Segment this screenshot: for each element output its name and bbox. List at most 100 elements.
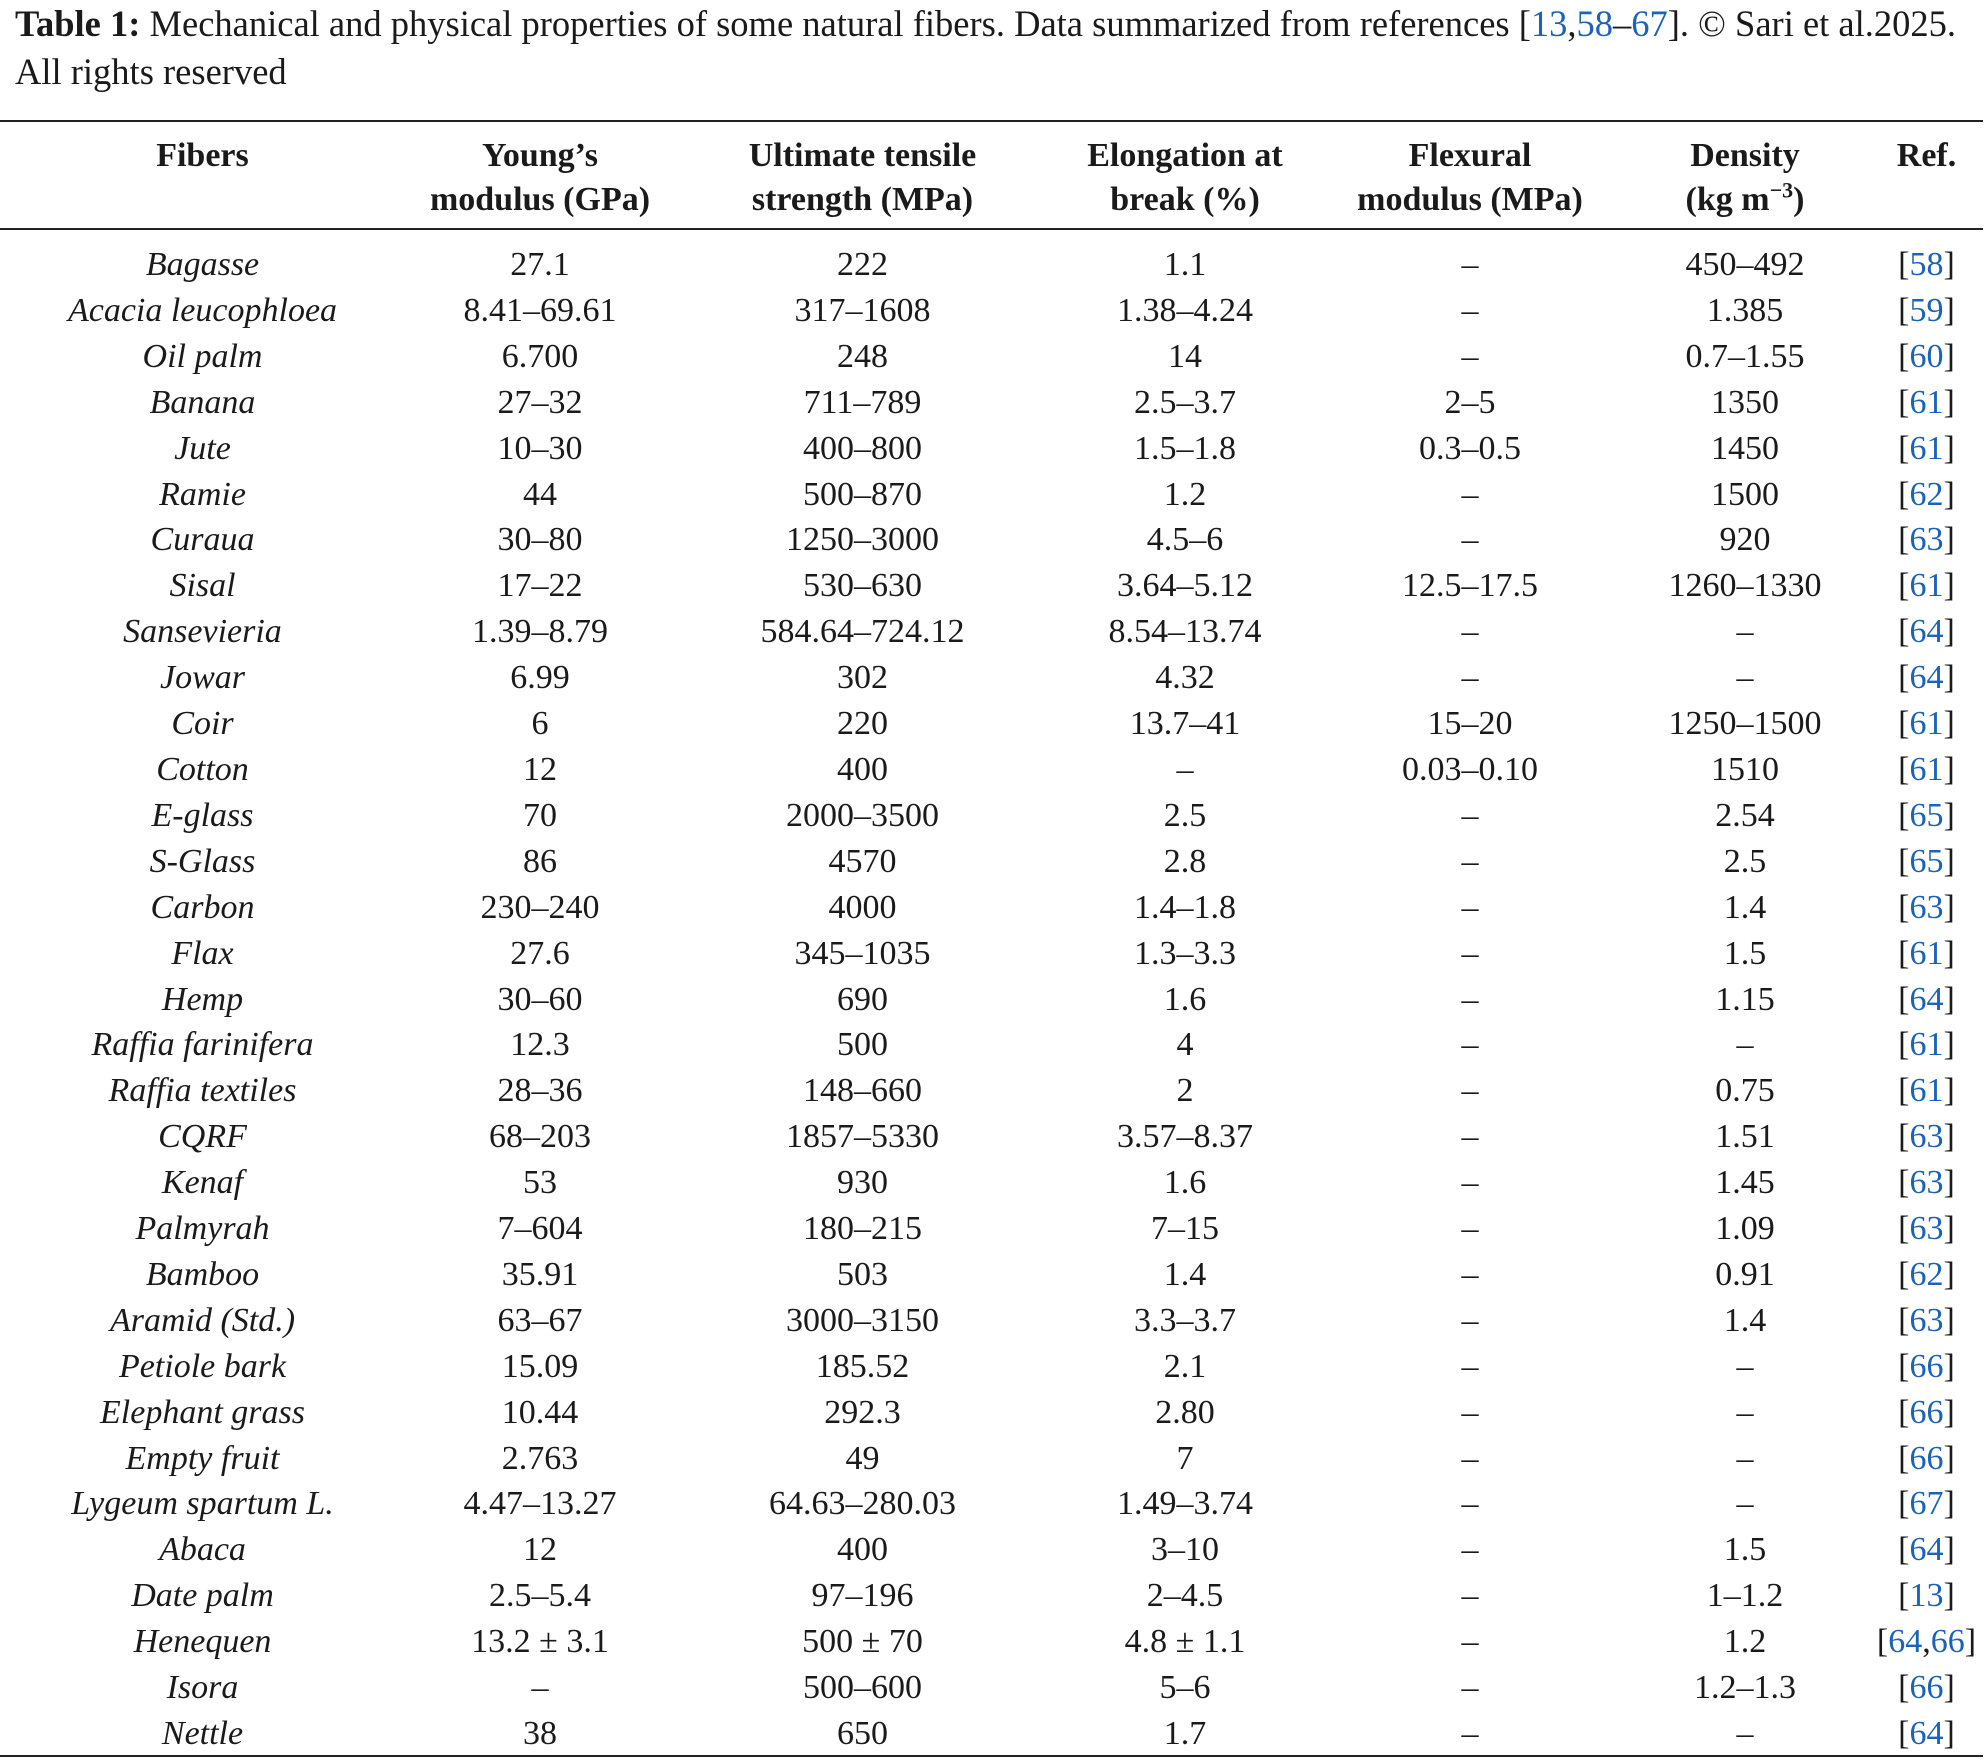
- density-cell: 1510: [1711, 750, 1779, 788]
- ref-link[interactable]: 62: [1909, 475, 1944, 513]
- fiber-properties-table: Fibers Young’s modulus (GPa) Ultimate ten…: [0, 122, 1983, 1757]
- ref-link[interactable]: 64: [1909, 1715, 1944, 1752]
- caption-sep: ,: [1567, 3, 1577, 44]
- elongation-cell: 1.7: [1163, 1715, 1207, 1752]
- youngs-modulus-cell: 27–32: [497, 383, 583, 421]
- fiber-name-cell: Hemp: [161, 980, 244, 1018]
- fiber-name-cell: Sisal: [169, 567, 236, 605]
- ref-link[interactable]: 63: [1909, 1164, 1944, 1202]
- flexural-modulus-cell: –: [1461, 613, 1479, 651]
- ref-link[interactable]: 13: [1909, 1577, 1944, 1615]
- ref-link[interactable]: 63: [1909, 1210, 1944, 1248]
- ref-link[interactable]: 58: [1909, 246, 1944, 283]
- tensile-strength-cell: 248: [837, 337, 888, 375]
- caption-ref-link[interactable]: 67: [1631, 3, 1668, 44]
- caption-ref-link[interactable]: 13: [1530, 3, 1568, 44]
- tensile-strength-cell: 185.52: [815, 1347, 910, 1385]
- tensile-strength-cell: 584.64–724.12: [760, 613, 965, 651]
- ref-link[interactable]: 66: [1909, 1439, 1944, 1477]
- tensile-strength-cell: 292.3: [824, 1393, 901, 1431]
- ref-link[interactable]: 66: [1909, 1393, 1944, 1431]
- youngs-modulus-cell: 4.47–13.27: [463, 1485, 617, 1523]
- ref-link[interactable]: 63: [1909, 888, 1944, 926]
- fiber-name-cell: Palmyrah: [135, 1210, 270, 1248]
- ref-cell: [63]: [1898, 1164, 1955, 1202]
- ref-link[interactable]: 64: [1909, 659, 1944, 697]
- tensile-strength-cell: 1250–3000: [786, 521, 939, 559]
- density-cell: 1250–1500: [1668, 705, 1822, 743]
- ref-link[interactable]: 63: [1909, 521, 1944, 559]
- ref-cell: [61]: [1898, 705, 1955, 743]
- table-row: Lygeum spartum L. 4.47–13.27 64.63–280.03 1…: [0, 1481, 1983, 1527]
- fiber-name-cell: Petiole bark: [118, 1347, 287, 1385]
- ref-link[interactable]: 65: [1909, 842, 1944, 880]
- youngs-modulus-cell: 17–22: [497, 567, 583, 605]
- flexural-modulus-cell: –: [1461, 1210, 1479, 1248]
- ref-link[interactable]: 61: [1909, 750, 1944, 788]
- elongation-cell: 3.57–8.37: [1117, 1118, 1253, 1156]
- ref-link[interactable]: 61: [1909, 705, 1944, 743]
- ref-link[interactable]: 61: [1909, 567, 1944, 605]
- youngs-modulus-cell: 12: [523, 1531, 557, 1569]
- elongation-cell: 4.32: [1155, 659, 1215, 697]
- ref-link[interactable]: 64: [1888, 1623, 1923, 1661]
- fiber-name-cell: Empty fruit: [125, 1439, 280, 1477]
- fiber-name-cell: Bagasse: [145, 246, 260, 283]
- table-row: Kenaf 53 930 1.6 – 1.45 [63]: [0, 1160, 1983, 1206]
- ref-cell: [64]: [1898, 613, 1955, 651]
- ref-link[interactable]: 66: [1909, 1347, 1944, 1385]
- youngs-modulus-cell: 2.5–5.4: [489, 1577, 591, 1615]
- tensile-strength-cell: 690: [837, 980, 888, 1018]
- ref-cell: [13]: [1898, 1577, 1955, 1615]
- ref-link[interactable]: 66: [1909, 1669, 1944, 1707]
- caption-text-after: ]. © Sari et al.2025. All rights reserve…: [15, 3, 1957, 92]
- ref-cell: [67]: [1898, 1485, 1955, 1523]
- ref-link[interactable]: 65: [1909, 796, 1944, 834]
- ref-link[interactable]: 61: [1909, 429, 1944, 467]
- flexural-modulus-cell: –: [1461, 521, 1479, 559]
- density-cell: –: [1736, 659, 1754, 697]
- elongation-cell: 4.8 ± 1.1: [1124, 1623, 1246, 1661]
- flexural-modulus-cell: –: [1461, 842, 1479, 880]
- fiber-name-cell: Curaua: [150, 521, 255, 559]
- ref-link[interactable]: 64: [1909, 980, 1944, 1018]
- table-row: Nettle 38 650 1.7 – – [64]: [0, 1711, 1983, 1757]
- ref-link[interactable]: 63: [1909, 1118, 1944, 1156]
- flexural-modulus-cell: –: [1461, 246, 1479, 283]
- ref-link[interactable]: 61: [1909, 1026, 1944, 1064]
- elongation-cell: 2.80: [1155, 1393, 1215, 1431]
- ref-link[interactable]: 62: [1909, 1255, 1944, 1293]
- density-cell: 1350: [1711, 383, 1779, 421]
- ref-link[interactable]: 60: [1909, 337, 1944, 375]
- ref-link[interactable]: 66: [1930, 1623, 1965, 1661]
- ref-link[interactable]: 61: [1909, 383, 1944, 421]
- density-cell: –: [1736, 1485, 1754, 1523]
- fiber-name-cell: Coir: [171, 705, 234, 743]
- fiber-name-cell: Sansevieria: [123, 613, 282, 651]
- table-body: Bagasse 27.1 222 1.1 – 450–492 [58] Acacia leuc…: [0, 240, 1983, 1757]
- ref-link[interactable]: 67: [1909, 1485, 1944, 1523]
- tensile-strength-cell: 503: [837, 1255, 888, 1293]
- tensile-strength-cell: 500–600: [803, 1669, 922, 1707]
- tensile-strength-cell: 711–789: [803, 383, 922, 421]
- ref-cell: [61]: [1898, 429, 1955, 467]
- ref-link[interactable]: 63: [1909, 1301, 1944, 1339]
- fiber-name-cell: Henequen: [133, 1623, 272, 1661]
- ref-link[interactable]: 61: [1909, 1072, 1944, 1110]
- tensile-strength-cell: 64.63–280.03: [769, 1485, 956, 1523]
- ref-link[interactable]: 61: [1909, 934, 1944, 972]
- tensile-strength-cell: 650: [837, 1715, 888, 1752]
- elongation-cell: 3–10: [1151, 1531, 1219, 1569]
- ref-link[interactable]: 64: [1909, 613, 1944, 651]
- flexural-modulus-cell: –: [1461, 888, 1479, 926]
- youngs-modulus-cell: 6.99: [510, 659, 570, 697]
- flexural-modulus-cell: –: [1461, 1164, 1479, 1202]
- elongation-cell: 1.2: [1163, 475, 1207, 513]
- caption-ref-link[interactable]: 58: [1576, 3, 1614, 44]
- tensile-strength-cell: 345–1035: [794, 934, 931, 972]
- ref-link[interactable]: 64: [1909, 1531, 1944, 1569]
- caption-text-before: Mechanical and physical properties of so…: [140, 3, 1531, 44]
- fiber-name-cell: Kenaf: [161, 1164, 244, 1202]
- ref-link[interactable]: 59: [1909, 291, 1944, 329]
- density-cell: 1.2: [1723, 1623, 1767, 1661]
